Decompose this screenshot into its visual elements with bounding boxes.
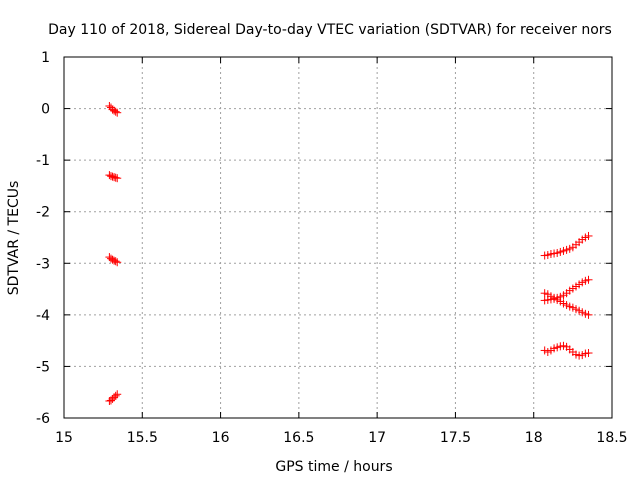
x-tick-labels: 15 15.5 16 16.5 17 17.5 18 18.5 — [55, 430, 628, 446]
data-point — [584, 275, 593, 284]
y-tick-labels: -6 -5 -4 -3 -2 -1 0 1 — [36, 50, 50, 427]
data-point — [111, 107, 120, 116]
x-tick-label: 15 — [55, 430, 73, 446]
data-point — [584, 231, 593, 240]
data-point — [113, 108, 122, 117]
x-axis-label: GPS time / hours — [275, 459, 392, 475]
data-points — [105, 101, 593, 405]
grid — [64, 57, 612, 418]
x-tick-label: 17 — [368, 430, 386, 446]
data-point — [113, 390, 122, 399]
y-axis-label: SDTVAR / TECUs — [6, 181, 22, 296]
y-tick-label: -1 — [36, 153, 50, 169]
x-tick-label: 16.5 — [283, 430, 314, 446]
data-point — [584, 310, 593, 319]
y-tick-label: 1 — [41, 50, 50, 66]
x-tick-label: 18 — [525, 430, 543, 446]
data-point — [584, 349, 593, 358]
x-tick-label: 17.5 — [440, 430, 471, 446]
chart-title: Day 110 of 2018, Sidereal Day-to-day VTE… — [48, 22, 612, 38]
data-point — [113, 174, 122, 183]
y-tick-label: -4 — [36, 308, 50, 324]
x-tick-label: 15.5 — [127, 430, 158, 446]
y-tick-label: 0 — [41, 102, 50, 118]
y-tick-label: -2 — [36, 205, 50, 221]
y-tick-label: -3 — [36, 256, 50, 272]
data-point — [111, 173, 120, 182]
x-tick-label: 16 — [212, 430, 230, 446]
y-tick-label: -6 — [36, 411, 50, 427]
axis-ticks — [63, 56, 613, 419]
y-tick-label: -5 — [36, 359, 50, 375]
x-tick-label: 18.5 — [596, 430, 627, 446]
data-point — [111, 391, 120, 400]
plot-frame — [63, 56, 613, 419]
data-point — [113, 258, 122, 267]
data-point — [111, 257, 120, 266]
